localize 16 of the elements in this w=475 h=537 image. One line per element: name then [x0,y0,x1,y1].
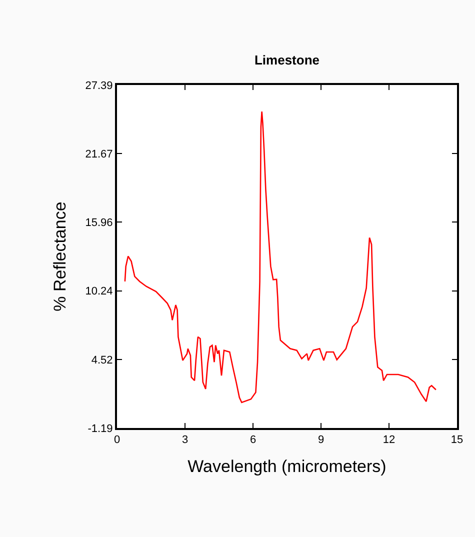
y-tick-label: 10.24 [85,286,113,298]
x-axis-title: Wavelength (micrometers) [188,457,386,476]
chart-title: Limestone [254,52,320,68]
y-tick-label: 4.52 [91,354,113,366]
x-tick-label: 9 [318,434,324,446]
x-tick-label: 3 [182,434,188,446]
x-tick-label: 12 [382,434,396,446]
y-axis-title: % Reflectance [50,202,70,312]
y-tick-label: -1.19 [88,422,113,435]
y-tick-label: 15.96 [85,217,113,230]
y-tick-label: 27.39 [85,80,113,92]
y-tick-label: 21.67 [85,148,113,160]
x-tick-label: 6 [250,434,256,446]
line-series [124,110,437,404]
x-tick-label: 0 [114,434,120,446]
x-tick-label: 15 [450,434,464,446]
